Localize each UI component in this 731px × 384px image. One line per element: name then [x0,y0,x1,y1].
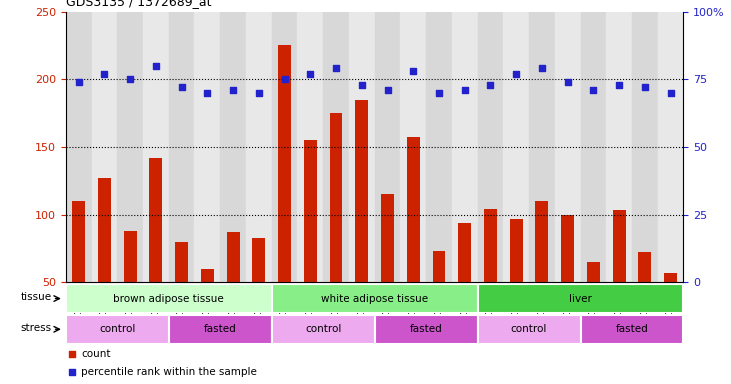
Bar [175,242,188,282]
Bar [298,12,323,282]
Bar [458,223,471,282]
Bar [66,12,91,282]
Bar [349,12,374,282]
Text: GDS3135 / 1372689_at: GDS3135 / 1372689_at [66,0,211,8]
Bar [194,12,220,282]
Point [227,87,239,93]
Text: liver: liver [569,293,592,304]
Text: control: control [511,324,548,334]
Point [536,65,548,71]
Bar [452,12,477,282]
Point [588,87,599,93]
Point [433,90,445,96]
Point [99,71,110,77]
Bar [272,284,477,313]
Text: white adipose tissue: white adipose tissue [321,293,428,304]
Bar [66,284,272,313]
Text: control: control [99,324,135,334]
Bar [124,231,137,282]
Bar [149,158,162,282]
Bar [664,273,677,282]
Bar [613,210,626,282]
Bar [407,137,420,282]
Bar [201,269,213,282]
Bar [330,113,342,282]
Text: stress: stress [20,323,52,333]
Point [425,124,436,130]
Bar [638,252,651,282]
Text: fasted: fasted [204,324,237,334]
Bar [580,315,683,344]
Bar [504,12,529,282]
Bar [658,12,683,282]
Point [356,81,368,88]
Bar [355,99,368,282]
Bar [169,315,272,344]
Point [150,63,162,69]
Text: fasted: fasted [410,324,442,334]
Bar [143,12,169,282]
Bar [375,315,477,344]
Point [330,65,342,71]
Point [459,87,471,93]
Bar [323,12,349,282]
Bar [252,238,265,282]
Point [664,90,676,96]
Bar [98,178,111,282]
Point [279,76,290,82]
Text: tissue: tissue [20,292,52,302]
Point [562,79,574,85]
Text: fasted: fasted [616,324,648,334]
Bar [477,12,504,282]
Bar [246,12,272,282]
Bar [536,201,548,282]
Point [485,81,496,88]
Bar [510,218,523,282]
Bar [374,12,401,282]
Bar [477,315,580,344]
Bar [632,12,658,282]
Bar [561,215,574,282]
Point [175,84,187,90]
Point [202,90,213,96]
Text: control: control [305,324,341,334]
Bar [426,12,452,282]
Point [304,71,316,77]
Point [613,81,625,88]
Bar [272,12,298,282]
Bar [91,12,117,282]
Point [124,76,136,82]
Bar [272,315,374,344]
Bar [433,251,445,282]
Bar [606,12,632,282]
Bar [587,262,600,282]
Bar [117,12,143,282]
Bar [381,194,394,282]
Point [639,84,651,90]
Bar [477,284,683,313]
Bar [555,12,580,282]
Point [73,79,85,85]
Point [382,87,393,93]
Point [510,71,522,77]
Point [425,281,436,287]
Bar [278,45,291,282]
Bar [227,232,240,282]
Bar [72,201,85,282]
Text: count: count [81,349,110,359]
Point [253,90,265,96]
Bar [401,12,426,282]
Bar [304,140,317,282]
Text: percentile rank within the sample: percentile rank within the sample [81,366,257,377]
Text: brown adipose tissue: brown adipose tissue [113,293,224,304]
Bar [529,12,555,282]
Bar [580,12,606,282]
Bar [169,12,194,282]
Bar [66,315,169,344]
Bar [220,12,246,282]
Bar [484,209,497,282]
Point [407,68,419,74]
